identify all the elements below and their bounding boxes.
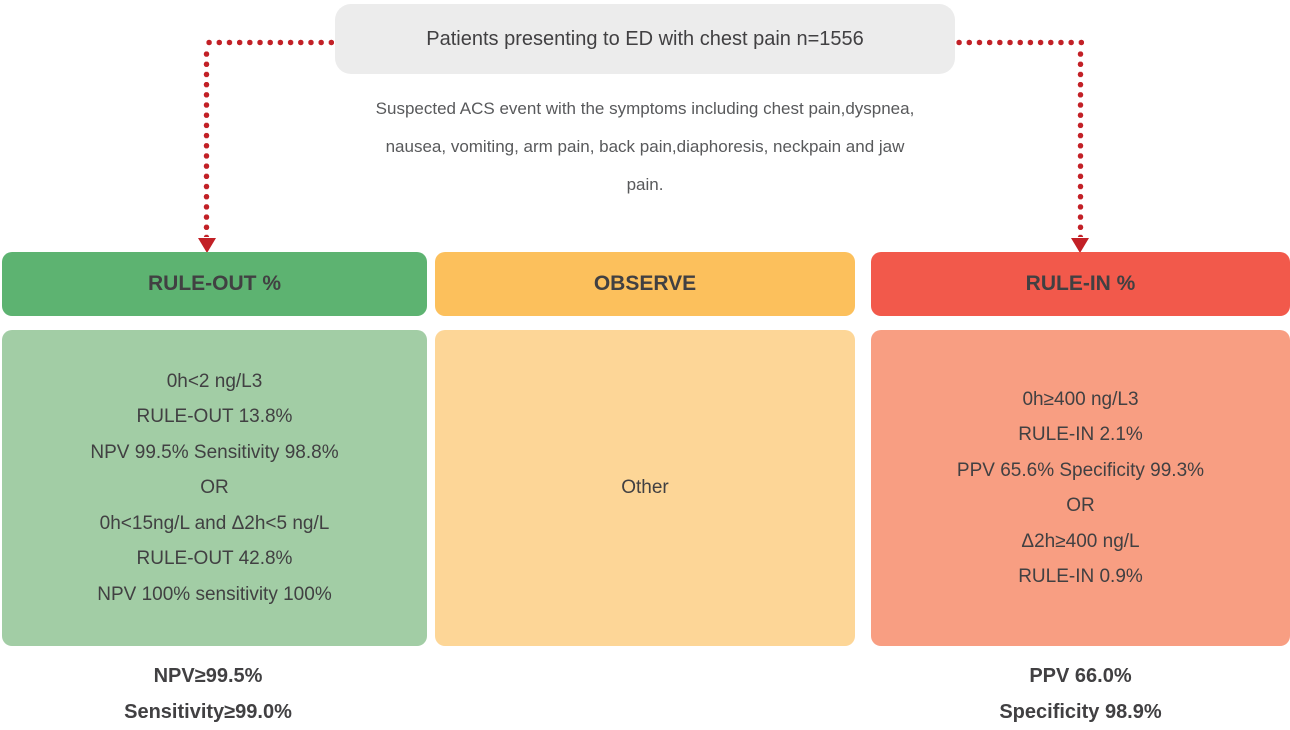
body-observe: Other xyxy=(435,330,855,646)
rule-out-criterion: 0h<2 ng/L3 xyxy=(166,370,263,392)
header-rule-in-label: RULE-IN % xyxy=(1025,272,1136,295)
rule-in-or: OR xyxy=(1066,495,1095,516)
body-rule-out: 0h<2 ng/L3 RULE-OUT 13.8% NPV 99.5% Sens… xyxy=(2,330,427,646)
footer-sensitivity: Sensitivity≥99.0% xyxy=(124,701,292,723)
subtitle-line-1: Suspected ACS event with the symptoms in… xyxy=(375,99,915,118)
rule-out-criterion-2: 0h<15ng/L and Δ2h<5 ng/L xyxy=(99,512,330,534)
header-rule-out: RULE-OUT % xyxy=(2,252,427,316)
header-observe: OBSERVE xyxy=(435,252,855,316)
subtitle-line-3: pain. xyxy=(626,175,664,194)
dotted-connector-right-vertical xyxy=(1077,49,1084,237)
observe-label: Other xyxy=(621,477,669,499)
rule-out-stats: NPV 99.5% Sensitivity 98.8% xyxy=(90,441,339,463)
footer-npv: NPV≥99.5% xyxy=(153,665,263,687)
rule-out-rate-2: RULE-OUT 42.8% xyxy=(136,548,293,570)
rule-in-stats: PPV 65.6% Specificity 99.3% xyxy=(956,459,1205,481)
subtitle-line-2: nausea, vomiting, arm pain, back pain,di… xyxy=(385,137,905,156)
footer-specificity: Specificity 98.9% xyxy=(999,701,1162,723)
header-observe-label: OBSERVE xyxy=(593,272,697,295)
rule-in-criterion: 0h≥400 ng/L3 xyxy=(1022,388,1139,410)
dotted-connector-left-vertical xyxy=(203,49,210,237)
body-rule-in: 0h≥400 ng/L3 RULE-IN 2.1% PPV 65.6% Spec… xyxy=(871,330,1290,646)
arrowhead-down-left-icon xyxy=(198,238,216,253)
top-node-label: Patients presenting to ED with chest pai… xyxy=(426,27,864,50)
rule-out-or: OR xyxy=(200,477,229,499)
top-node: Patients presenting to ED with chest pai… xyxy=(335,4,955,74)
footer-rule-in: PPV 66.0% Specificity 98.9% xyxy=(871,658,1290,730)
header-rule-out-label: RULE-OUT % xyxy=(148,272,281,295)
rule-in-criterion-2: Δ2h≥400 ng/L xyxy=(1021,530,1140,552)
dotted-connector-right-horizontal xyxy=(954,39,1086,46)
header-rule-in: RULE-IN % xyxy=(871,252,1290,316)
arrowhead-down-right-icon xyxy=(1071,238,1089,253)
rule-in-rate-2: RULE-IN 0.9% xyxy=(1018,566,1143,587)
rule-in-rate: RULE-IN 2.1% xyxy=(1018,424,1143,445)
subtitle: Suspected ACS event with the symptoms in… xyxy=(0,90,1290,204)
footer-ppv: PPV 66.0% xyxy=(1029,665,1132,687)
footer-rule-out: NPV≥99.5% Sensitivity≥99.0% xyxy=(2,658,414,730)
rule-out-rate: RULE-OUT 13.8% xyxy=(136,406,293,428)
rule-out-stats-2: NPV 100% sensitivity 100% xyxy=(97,583,332,605)
dotted-connector-left-horizontal xyxy=(204,39,336,46)
